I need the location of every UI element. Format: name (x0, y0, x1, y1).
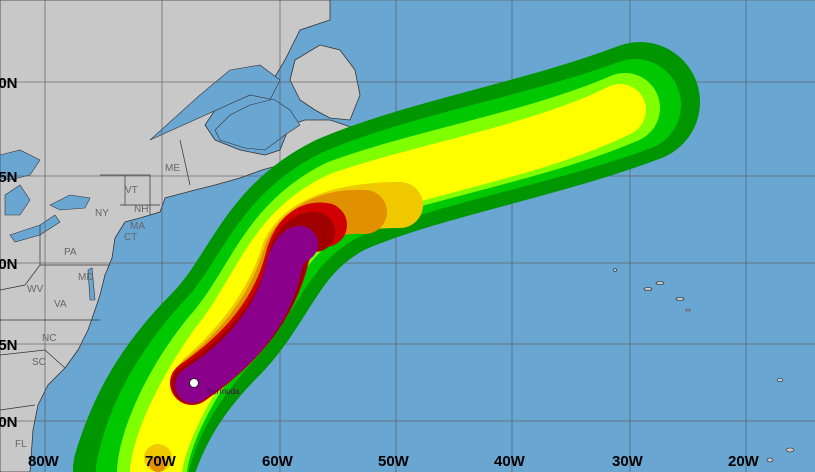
wind-probability-swath (73, 42, 700, 472)
lon-label-20w: 20W (728, 453, 760, 470)
lake-huron (4, 184, 31, 216)
longitude-labels: 80W 70W 60W 50W 40W 30W 20W (28, 453, 760, 470)
southern-band-50-percent (150, 456, 166, 472)
state-label-pa: PA (64, 247, 77, 258)
state-label-md: MD (78, 272, 94, 283)
state-label-ct: CT (124, 232, 137, 243)
lon-label-80w: 80W (28, 453, 60, 470)
state-label-ny: NY (95, 208, 109, 219)
state-label-wv: WV (27, 284, 43, 295)
lon-label-40w: 40W (494, 453, 526, 470)
latitude-labels: 50N 45N 40N 35N 30N (0, 75, 18, 431)
state-label-fl: FL (15, 439, 27, 450)
azores-islands (613, 268, 795, 463)
state-borders (0, 139, 191, 411)
state-label-sc: SC (32, 357, 46, 368)
lat-label-50n: 50N (0, 75, 18, 92)
state-label-va: VA (54, 299, 67, 310)
lon-label-30w: 30W (612, 453, 644, 470)
state-label-me: ME (165, 163, 180, 174)
chesapeake-bay (87, 267, 96, 301)
band-90-percent (175, 226, 318, 403)
lon-label-60w: 60W (262, 453, 294, 470)
gulf-of-st-lawrence (149, 64, 301, 151)
lat-label-40n: 40N (0, 256, 18, 273)
lon-label-50w: 50W (378, 453, 410, 470)
state-label-ma: MA (130, 221, 145, 232)
state-label-nh: NH (134, 204, 148, 215)
bermuda-marker-icon (189, 378, 199, 388)
newfoundland (289, 44, 361, 121)
bermuda-label: Bermuda (207, 387, 240, 396)
lon-label-70w: 70W (145, 453, 177, 470)
state-label-vt: VT (125, 185, 138, 196)
state-label-nc: NC (42, 333, 56, 344)
lat-label-45n: 45N (0, 169, 18, 186)
lat-label-30n: 30N (0, 414, 18, 431)
inland-water (0, 64, 301, 301)
lat-label-35n: 35N (0, 337, 18, 354)
lake-superior (0, 149, 41, 181)
lake-ontario (49, 194, 91, 211)
state-labels: ME VT NH NY MA CT PA WV VA MD NC SC FL (15, 163, 180, 450)
